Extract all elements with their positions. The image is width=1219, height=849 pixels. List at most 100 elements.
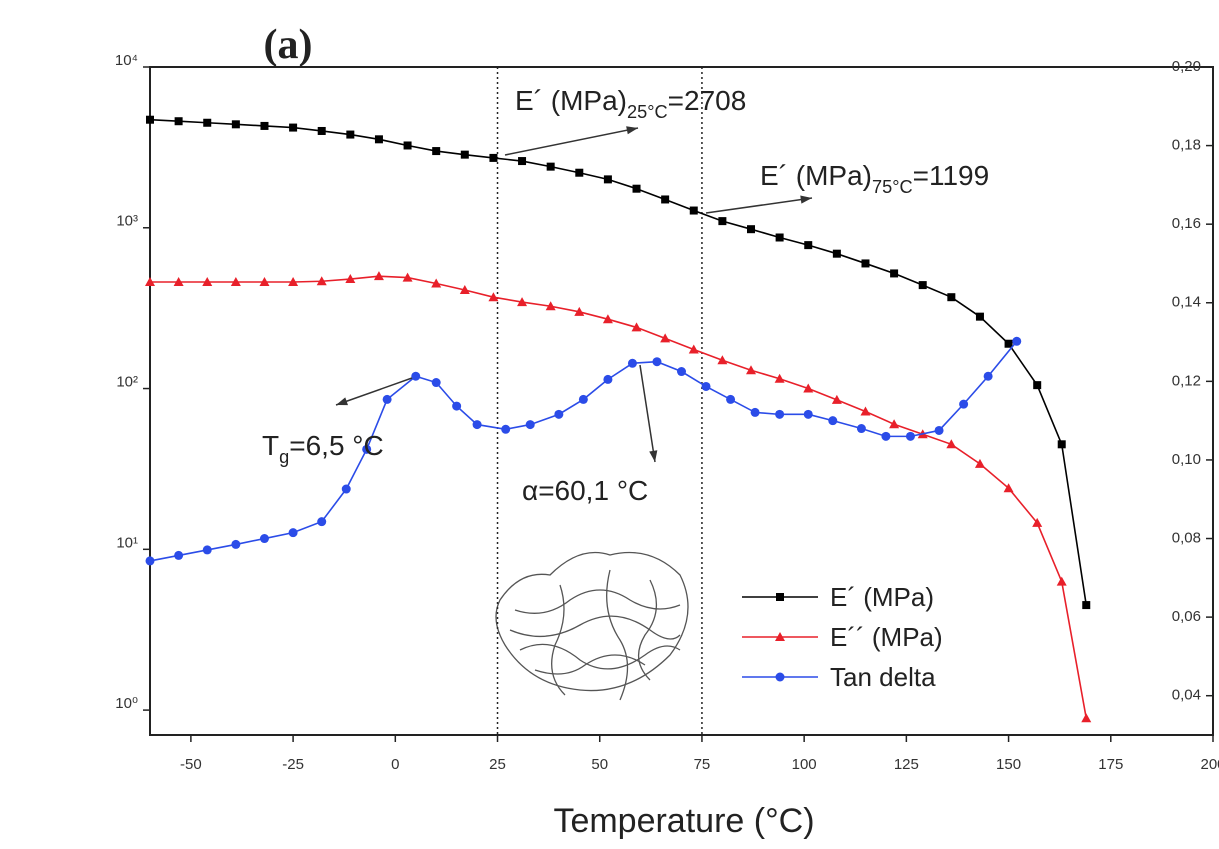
data-point — [518, 157, 527, 166]
data-point — [632, 184, 641, 193]
data-point — [774, 373, 785, 383]
arrow-head — [649, 450, 658, 462]
data-point — [776, 593, 784, 601]
annotation: E´ (MPa)25°C=2708 — [515, 85, 746, 122]
data-point — [746, 365, 757, 375]
data-point — [947, 293, 956, 302]
annotation-text: E´ (MPa) — [760, 160, 872, 191]
data-point — [1081, 713, 1092, 723]
data-point — [1012, 336, 1022, 346]
data-point — [890, 269, 899, 278]
data-point — [432, 147, 441, 156]
data-point — [374, 135, 383, 144]
data-point — [231, 539, 241, 549]
arrow-head — [626, 126, 638, 135]
data-point — [660, 333, 671, 343]
data-point — [803, 383, 814, 393]
annotation-tail: =6,5 °C — [289, 430, 383, 461]
data-point — [603, 175, 612, 184]
x-tick-label: 125 — [894, 756, 919, 773]
y2-tick-label: 0,12 — [1172, 372, 1201, 389]
data-point — [832, 249, 841, 258]
data-point — [145, 276, 155, 286]
data-point — [259, 534, 269, 544]
data-point — [316, 276, 327, 286]
data-point — [173, 276, 184, 286]
data-point — [174, 117, 183, 126]
y-tick-label: 10⁴ — [115, 52, 138, 69]
series-line — [150, 275, 1088, 719]
data-point — [828, 416, 838, 426]
data-point — [362, 444, 372, 454]
data-point — [554, 409, 564, 419]
y2-tick-label: 0,18 — [1172, 137, 1201, 154]
data-point — [652, 357, 662, 367]
data-point — [460, 150, 469, 159]
data-point — [317, 517, 327, 527]
data-point — [775, 672, 785, 682]
data-point — [431, 278, 442, 288]
data-point — [726, 394, 736, 404]
data-point — [881, 431, 891, 441]
x-tick-label: -50 — [180, 756, 202, 773]
data-point — [750, 407, 760, 417]
inset-sketch — [495, 551, 689, 701]
annotation-tail: =1199 — [913, 160, 990, 191]
data-point — [983, 371, 993, 381]
series-line — [149, 118, 1088, 606]
y2-tick-label: 0,04 — [1172, 687, 1201, 704]
data-point — [1033, 381, 1042, 390]
data-point — [946, 439, 957, 449]
data-point — [1057, 440, 1066, 449]
data-point — [905, 431, 915, 441]
data-point — [803, 409, 813, 419]
arrow — [335, 377, 413, 406]
data-point — [517, 297, 528, 307]
data-point — [545, 301, 556, 311]
plot-frame — [149, 66, 1214, 736]
data-point — [661, 195, 670, 204]
data-point — [202, 276, 213, 286]
x-tick-label: 50 — [591, 756, 608, 773]
panel-label: (a) — [264, 22, 313, 68]
data-point — [1032, 517, 1043, 527]
annotation: Tg=6,5 °C — [262, 430, 384, 467]
data-point — [959, 399, 969, 409]
data-point — [688, 344, 699, 354]
data-point — [341, 484, 351, 494]
data-point — [804, 241, 813, 250]
y-tick-label: 10² — [116, 374, 138, 391]
y2-tick-label: 0,06 — [1172, 608, 1201, 625]
data-point — [860, 406, 871, 416]
annotation: α=60,1 °C — [522, 475, 648, 506]
data-point — [230, 276, 241, 286]
data-point — [431, 378, 441, 388]
x-tick-label: 100 — [792, 756, 817, 773]
annotation-text: α=60,1 °C — [522, 475, 648, 506]
annotation-subscript: 25°C — [627, 102, 668, 122]
data-point — [382, 394, 392, 404]
data-point — [489, 153, 498, 162]
arrow — [504, 127, 639, 156]
y2-tick-label: 0,16 — [1172, 215, 1201, 232]
data-point — [501, 424, 511, 434]
data-point — [575, 168, 584, 177]
data-point — [918, 281, 927, 290]
data-point — [574, 306, 585, 316]
data-point — [856, 424, 866, 434]
data-point — [289, 123, 298, 132]
y2-tick-label: 0,08 — [1172, 529, 1201, 546]
data-point — [689, 206, 698, 215]
annotation-subscript: g — [279, 447, 289, 467]
data-point — [203, 118, 212, 127]
data-point — [974, 458, 985, 468]
y2-tick-label: 0,14 — [1172, 294, 1201, 311]
data-point — [259, 276, 270, 286]
data-point — [346, 130, 355, 139]
data-point — [452, 401, 462, 411]
y-tick-label: 10⁰ — [115, 695, 138, 712]
data-point — [861, 259, 870, 268]
annotation-text: T — [262, 430, 279, 461]
data-point — [525, 420, 535, 430]
